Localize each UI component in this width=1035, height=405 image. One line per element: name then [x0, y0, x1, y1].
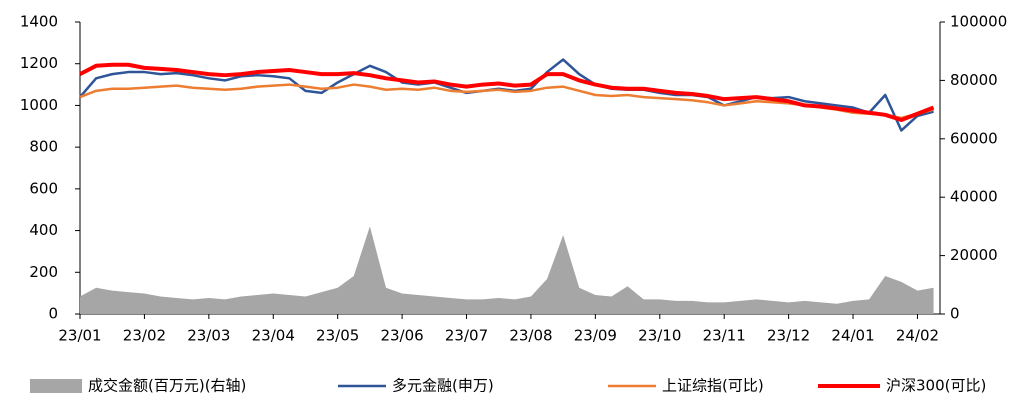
y-tick-label: 600: [29, 179, 58, 197]
x-tick-label: 23/10: [638, 327, 681, 345]
y2-tick-label: 0: [950, 305, 960, 323]
x-tick-label: 23/12: [767, 327, 810, 345]
x-tick-label: 23/02: [123, 327, 166, 345]
y-tick-label: 1400: [20, 13, 58, 31]
legend-label: 沪深300(可比): [886, 377, 986, 395]
legend-label: 成交金额(百万元)(右轴): [88, 377, 246, 395]
x-tick-label: 23/05: [316, 327, 359, 345]
x-tick-label: 23/03: [187, 327, 230, 345]
y-tick-label: 200: [29, 263, 58, 281]
legend-swatch: [30, 379, 82, 393]
line: [79, 62, 935, 123]
y2-tick-label: 100000: [950, 13, 1007, 31]
y2-tick-label: 60000: [950, 129, 998, 147]
y2-tick-label: 20000: [950, 246, 998, 264]
y-tick-label: 0: [48, 305, 58, 323]
y-tick-label: 400: [29, 221, 58, 239]
y-tick-label: 1000: [20, 96, 58, 114]
x-tick-label: 23/09: [574, 327, 617, 345]
x-tick-label: 23/08: [509, 327, 552, 345]
x-tick-label: 23/07: [445, 327, 488, 345]
x-tick-label: 23/04: [252, 327, 295, 345]
x-tick-label: 23/06: [380, 327, 423, 345]
y2-tick-label: 40000: [950, 188, 998, 206]
x-tick-label: 23/01: [58, 327, 101, 345]
x-tick-label: 24/02: [896, 327, 939, 345]
x-tick-label: 24/01: [831, 327, 874, 345]
y-tick-label: 1200: [20, 54, 58, 72]
area: [80, 226, 934, 314]
y2-tick-label: 80000: [950, 71, 998, 89]
y-tick-label: 800: [29, 138, 58, 156]
x-tick-label: 23/11: [703, 327, 746, 345]
legend-label: 多元金融(申万): [392, 377, 494, 395]
legend-label: 上证综指(可比): [662, 377, 764, 395]
line: [79, 58, 934, 132]
